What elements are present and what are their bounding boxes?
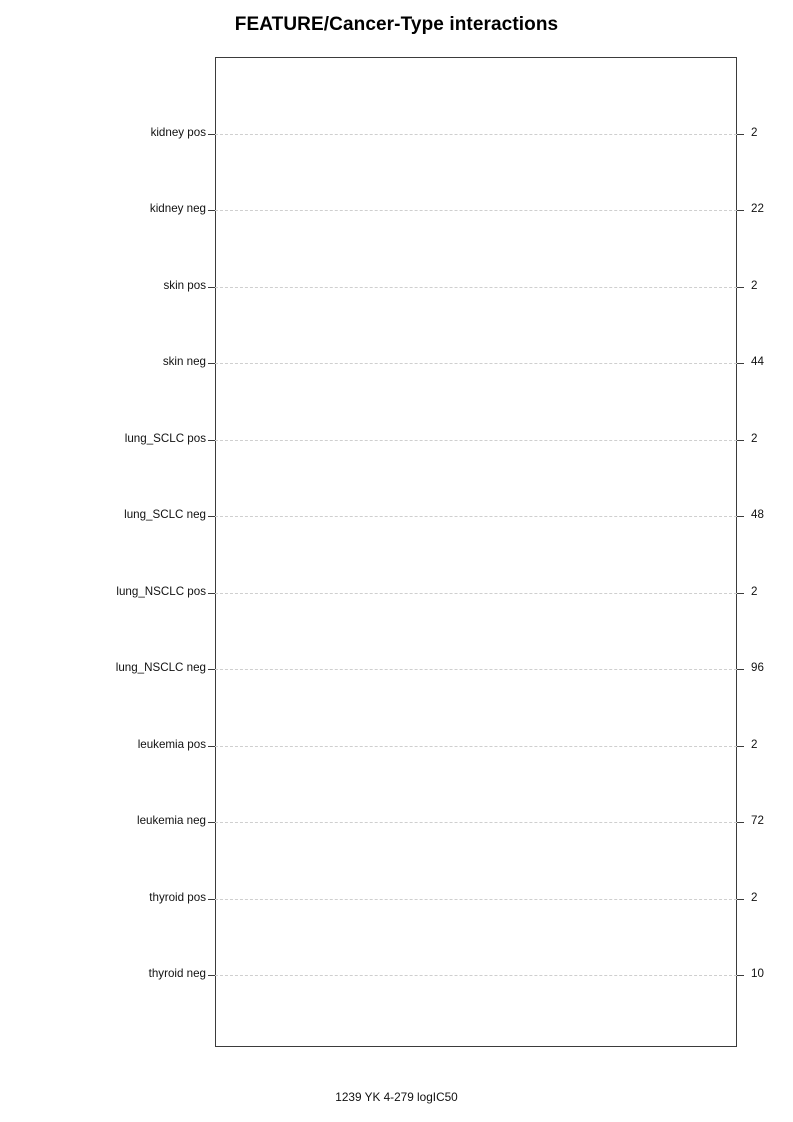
sample-count: 2 <box>751 431 758 445</box>
sample-count: 2 <box>751 126 758 139</box>
gridline <box>215 974 737 976</box>
count-tick <box>737 745 744 747</box>
y-axis-label-leukemia-neg: leukemia neg <box>137 814 206 828</box>
y-axis-label-skin-pos: skin pos <box>163 278 206 292</box>
sample-count: 72 <box>751 814 764 828</box>
count-tick <box>737 439 744 441</box>
y-axis-tick <box>208 822 215 824</box>
plot-frame <box>215 57 737 1047</box>
count-tick <box>737 363 744 365</box>
y-axis-label-thyroid-pos: thyroid pos <box>149 890 206 904</box>
sample-count: 2 <box>751 737 758 751</box>
gridline <box>215 516 737 518</box>
y-axis-tick <box>208 592 215 594</box>
gridline <box>215 363 737 365</box>
sample-count: 22 <box>751 202 764 216</box>
y-axis-label-kidney-neg: kidney neg <box>149 202 206 216</box>
sample-count: 2 <box>751 278 758 292</box>
sample-count: 2 <box>751 890 758 904</box>
count-tick <box>737 669 744 671</box>
gridline <box>215 210 737 212</box>
y-axis-label-lung-sclc-neg: lung_SCLC neg <box>124 508 206 522</box>
count-tick <box>737 516 744 518</box>
sample-count: 96 <box>751 661 764 675</box>
y-axis-tick <box>208 669 215 671</box>
y-axis-tick <box>208 439 215 441</box>
y-axis-tick <box>208 974 215 976</box>
count-tick <box>737 592 744 594</box>
y-axis-tick <box>208 363 215 365</box>
sample-count: 10 <box>751 966 764 980</box>
y-axis-tick <box>208 286 215 288</box>
count-tick <box>737 286 744 288</box>
y-axis-label-lung-sclc-pos: lung_SCLC pos <box>124 431 206 445</box>
y-axis-label-kidney-pos: kidney pos <box>150 126 206 139</box>
y-axis-label-thyroid-neg: thyroid neg <box>148 966 206 980</box>
y-axis-label-lung-nsclc-pos: lung_NSCLC pos <box>116 584 206 598</box>
y-axis-tick <box>208 516 215 518</box>
page-title: FEATURE/Cancer-Type interactions <box>234 14 559 35</box>
count-tick <box>737 210 744 212</box>
gridline <box>215 439 737 441</box>
y-axis-label-lung-nsclc-neg: lung_NSCLC neg <box>115 661 206 675</box>
gridline <box>215 134 737 135</box>
count-tick <box>737 974 744 976</box>
gridline <box>215 669 737 671</box>
y-axis-label-skin-neg: skin neg <box>162 355 206 369</box>
count-tick <box>737 134 744 135</box>
y-axis-tick <box>208 898 215 900</box>
sample-count: 44 <box>751 355 764 369</box>
gridline <box>215 898 737 900</box>
gridline <box>215 592 737 594</box>
sample-count: 48 <box>751 508 764 522</box>
y-axis-tick <box>208 745 215 747</box>
x-axis-title: 1239 YK 4-279 logIC50 <box>335 1090 458 1104</box>
y-axis-tick <box>208 134 215 135</box>
gridline <box>215 286 737 288</box>
count-tick <box>737 898 744 900</box>
y-axis-label-leukemia-pos: leukemia pos <box>137 737 206 751</box>
y-axis-tick <box>208 210 215 212</box>
gridline <box>215 822 737 824</box>
count-tick <box>737 822 744 824</box>
gridline <box>215 745 737 747</box>
sample-count: 2 <box>751 584 758 598</box>
